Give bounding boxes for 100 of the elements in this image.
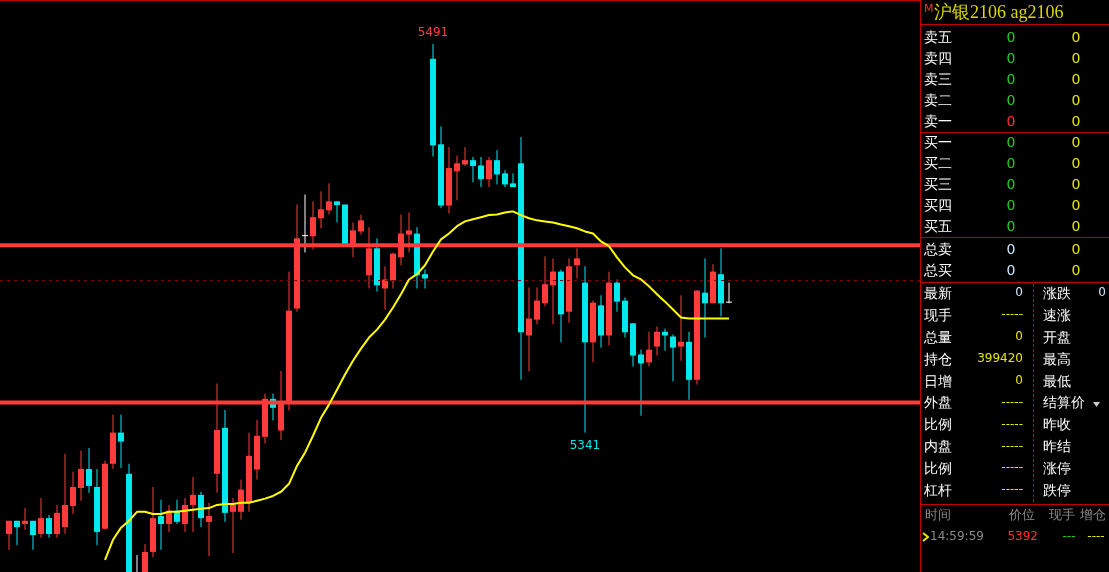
- text: -----: [1001, 307, 1023, 323]
- text: 总买: [924, 260, 952, 280]
- text: 买二: [924, 153, 952, 173]
- text: 内盘: [924, 437, 952, 456]
- candlestick: [70, 471, 76, 515]
- candlestick: [230, 497, 236, 554]
- text: 持仓: [924, 349, 952, 368]
- candlestick: [678, 294, 684, 362]
- candlestick: [526, 286, 532, 372]
- candlestick: [654, 325, 660, 357]
- candlestick: [54, 504, 60, 539]
- candlestick: [62, 453, 68, 535]
- text: 0: [1070, 48, 1082, 68]
- text: 杠杆: [924, 481, 952, 500]
- candlestick: [326, 182, 332, 216]
- text: 最高: [1043, 349, 1071, 368]
- text: 0: [1005, 239, 1017, 259]
- candlestick: [78, 450, 84, 502]
- text: 昨结: [1043, 437, 1071, 456]
- text: 昨收: [1043, 415, 1071, 434]
- candlestick: [510, 172, 516, 188]
- text: 卖五: [924, 27, 952, 47]
- text: -----: [1001, 460, 1023, 476]
- text: 0: [1015, 329, 1023, 345]
- text: 时间: [925, 506, 951, 524]
- text: 比例: [924, 415, 952, 434]
- text: 买一: [924, 132, 952, 152]
- text: 卖二: [924, 90, 952, 110]
- text: 0: [1070, 90, 1082, 110]
- text: 5392: [1007, 529, 1038, 545]
- text: 0: [1070, 174, 1082, 194]
- candlestick: [118, 414, 124, 469]
- text: 0: [1005, 195, 1017, 215]
- candlestick: [38, 497, 44, 539]
- candlestick: [542, 255, 548, 307]
- text: 沪银2106 ag2106: [934, 1, 1064, 24]
- text: 0: [1098, 285, 1106, 301]
- text: ----: [1087, 529, 1105, 544]
- candlestick: [190, 476, 196, 533]
- candlestick: [550, 257, 556, 325]
- candlestick: [86, 447, 92, 494]
- text: 涨跌: [1043, 283, 1071, 303]
- text: 涨停: [1043, 459, 1071, 478]
- text: 跌停: [1043, 481, 1071, 500]
- candlestick: [478, 156, 484, 188]
- text: 0: [1005, 48, 1017, 68]
- text: 总卖: [924, 239, 952, 259]
- text: 0: [1015, 285, 1023, 301]
- candlestick: [358, 214, 364, 236]
- candlestick: [382, 265, 388, 311]
- candlestick: [238, 479, 244, 521]
- text: 卖四: [924, 48, 952, 68]
- text: 买四: [924, 195, 952, 215]
- text: -----: [1001, 482, 1023, 498]
- text: 0: [1070, 69, 1082, 89]
- candlestick: [462, 146, 468, 167]
- candlestick: [422, 268, 428, 289]
- candlestick: [534, 286, 540, 325]
- text: 0: [1005, 174, 1017, 194]
- text: 价位: [1009, 506, 1035, 524]
- candlestick: [46, 514, 52, 539]
- text: 现手: [1049, 506, 1075, 524]
- text: 开盘: [1043, 327, 1071, 346]
- candlestick: [470, 156, 476, 183]
- text: 0: [1070, 27, 1082, 47]
- text: 增仓: [1080, 506, 1106, 524]
- text: 0: [1005, 216, 1017, 236]
- text: 0: [1005, 260, 1017, 280]
- candlestick: [158, 499, 164, 551]
- candlestick: [318, 190, 324, 229]
- text: 结算价: [1043, 393, 1085, 412]
- text: 0: [1005, 27, 1017, 47]
- text: 0: [1015, 372, 1023, 389]
- candlestick: [486, 156, 492, 188]
- candlestick: [494, 149, 500, 185]
- text: 0: [1070, 260, 1082, 280]
- candlestick: [302, 193, 308, 254]
- text: 0: [1070, 153, 1082, 173]
- text: 0: [1005, 132, 1017, 152]
- candlestick: [6, 520, 12, 551]
- text: 0: [1005, 111, 1017, 131]
- text: 最低: [1043, 371, 1071, 390]
- text: 0: [1005, 153, 1017, 173]
- text: 比例: [924, 459, 952, 478]
- text: 现手: [924, 305, 952, 324]
- text: M: [924, 1, 934, 17]
- text: 总量: [924, 327, 952, 346]
- text: ---: [1062, 529, 1076, 544]
- candlestick: [198, 491, 204, 528]
- candlestick: [14, 520, 20, 546]
- candlestick: [702, 257, 708, 339]
- candlestick: [670, 333, 676, 382]
- text: 0: [1070, 239, 1082, 259]
- text: 14:59:59: [930, 529, 984, 545]
- candlestick: [334, 200, 340, 223]
- candlestick: [206, 502, 212, 557]
- candlestick: [646, 331, 652, 368]
- candlestick: [454, 154, 460, 201]
- text: 最新: [924, 283, 952, 303]
- text: 外盘: [924, 393, 952, 412]
